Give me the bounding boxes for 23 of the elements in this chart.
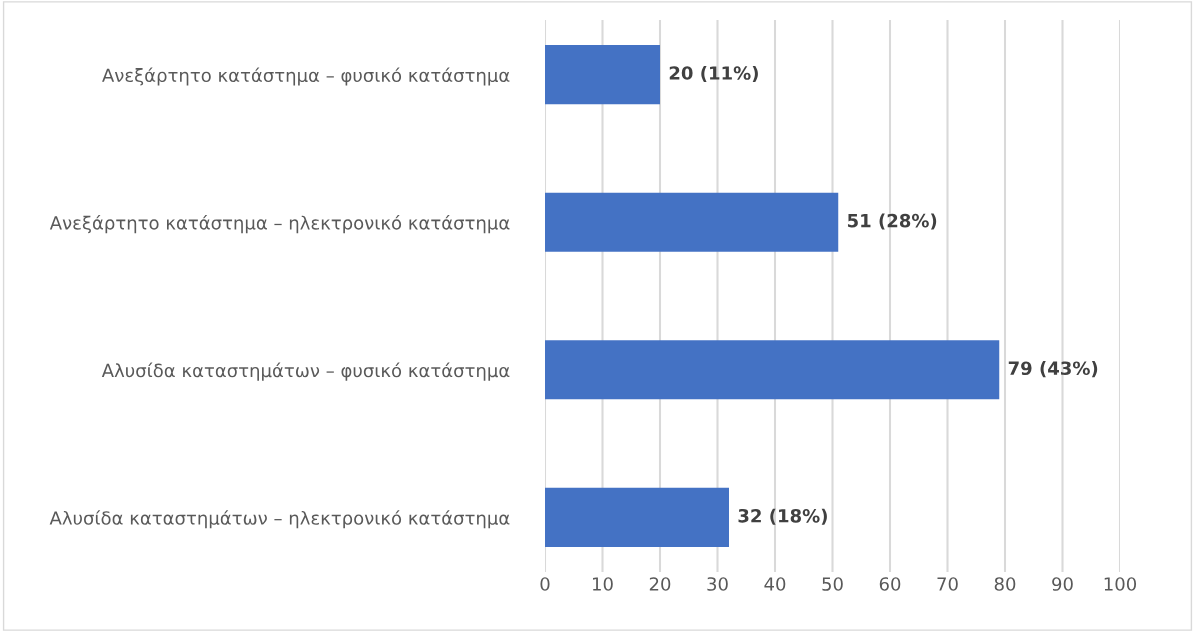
data-label: 32 (18%): [738, 508, 827, 525]
x-tick-label: 50: [822, 577, 843, 591]
data-label: 20 (11%): [669, 65, 758, 82]
y-tick-label: Αλυσίδα καταστημάτων – φυσικό κατάστημα: [101, 362, 510, 381]
x-tick-label: 90: [1052, 577, 1073, 591]
x-tick-label: 0: [540, 577, 550, 591]
x-tick-label: 80: [994, 577, 1016, 591]
x-tick-label: 30: [707, 577, 728, 591]
bar: [545, 192, 839, 252]
x-tick-label: 20: [649, 577, 671, 591]
y-tick-label: Ανεξάρτητο κατάστημα – φυσικό κατάστημα: [102, 67, 510, 86]
x-tick-label: 60: [879, 577, 901, 591]
y-tick-label: Ανεξάρτητο κατάστημα – ηλεκτρονικό κατάστημα: [49, 214, 510, 234]
bar: [545, 340, 1000, 400]
data-label: 79 (43%): [1008, 361, 1098, 378]
x-tick-label: 70: [937, 577, 958, 591]
x-tick-label: 10: [593, 577, 613, 591]
data-label: 51 (28%): [847, 213, 937, 230]
bar: [545, 45, 660, 105]
bar: [545, 487, 729, 547]
x-tick-label: 100: [1104, 577, 1137, 591]
x-tick-label: 40: [764, 577, 786, 591]
y-tick-label: Αλυσίδα καταστημάτων – ηλεκτρονικό κατάστημα: [49, 510, 510, 529]
